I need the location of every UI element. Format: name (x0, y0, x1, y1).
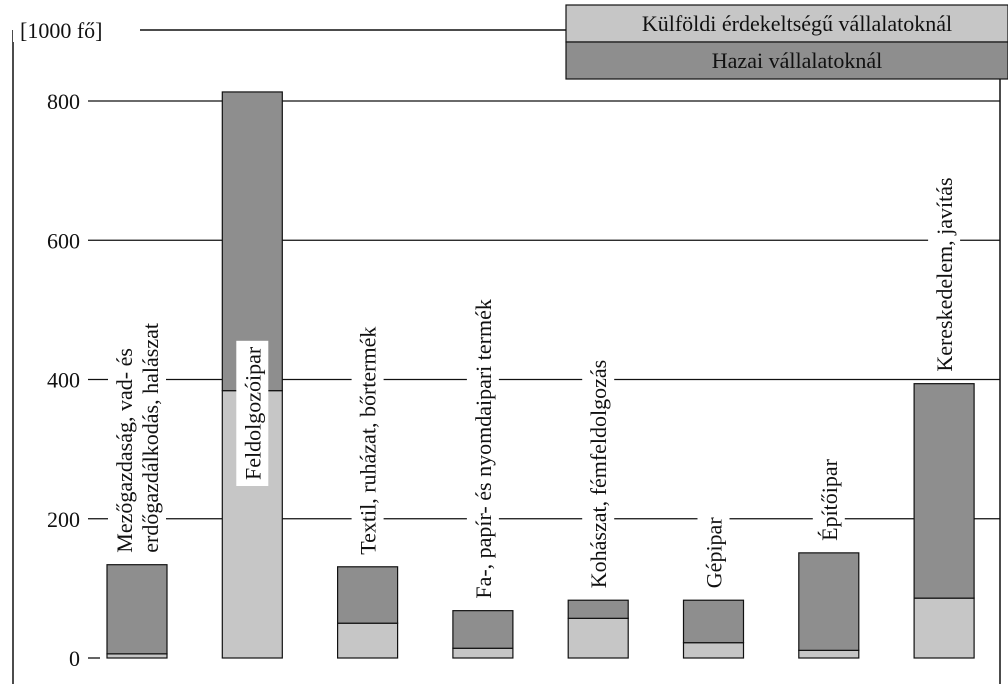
bar-segment (452, 647, 514, 659)
label-bg (812, 452, 845, 547)
x-category-label: Feldolgozóipar (240, 346, 265, 480)
category-label: Fa-, papír- és nyomdaipari termék (466, 293, 499, 605)
legend-label: Külföldi érdekeltségű vállalatoknál (642, 11, 952, 36)
bar-segment (798, 649, 860, 659)
bar-segment (567, 599, 629, 619)
y-tick-label: 400 (47, 368, 80, 393)
label-bg (351, 320, 384, 561)
bar-segment (567, 617, 629, 659)
category-label: Kereskedelem, javítás (928, 171, 961, 378)
x-category-label: Kohászat, fémfeldolgozás (586, 360, 611, 588)
y-tick-label: 600 (47, 228, 80, 253)
label-bg (13, 18, 139, 42)
y-tick-label: 200 (47, 507, 80, 532)
category-label: Gépipar (697, 511, 730, 595)
x-category-label: erdőgazdálkodás, halászat (138, 323, 163, 553)
label-bg (697, 511, 730, 595)
label-bg (582, 353, 615, 595)
label-bg (928, 171, 961, 378)
category-label: Kohászat, fémfeldolgozás (582, 353, 615, 595)
bar-segment (682, 642, 745, 659)
x-category-label: Mezőgazdaság, vad- és (112, 348, 137, 553)
x-category-label: Gépipar (702, 517, 727, 589)
label-bg (466, 293, 499, 605)
legend-swatch (565, 41, 1008, 80)
y-tick-label: 0 (69, 646, 80, 671)
category-label: Mezőgazdaság, vad- és erdőgazdálkodás, ha… (108, 317, 166, 559)
y-tick-label: 800 (47, 89, 80, 114)
bar-segment (913, 597, 975, 659)
bar-segment (452, 610, 514, 649)
category-label: Textil, ruházat, bőrtermék (351, 320, 384, 561)
x-category-label: Fa-, papír- és nyomdaipari termék (471, 299, 496, 599)
x-category-label: Kereskedelem, javítás (932, 177, 957, 371)
bar-segment (106, 564, 168, 655)
category-label: Feldolgozóipar (236, 340, 269, 486)
category-label: Építőipar (812, 452, 845, 547)
label-bg (236, 340, 269, 486)
bar-segment (337, 622, 399, 659)
bar-segment (798, 552, 860, 651)
legend-swatch (565, 4, 1008, 43)
legend-label: Hazai vállalatoknál (712, 48, 882, 73)
bar-segment (106, 653, 168, 659)
y-axis-label: [1000 fő] (20, 18, 102, 43)
bar-segment (913, 383, 975, 599)
bar-segment (682, 599, 745, 644)
label-bg (108, 317, 166, 559)
x-category-label: Textil, ruházat, bőrtermék (356, 327, 381, 555)
bar-segment (337, 566, 399, 624)
x-category-label: Építőipar (817, 458, 842, 541)
